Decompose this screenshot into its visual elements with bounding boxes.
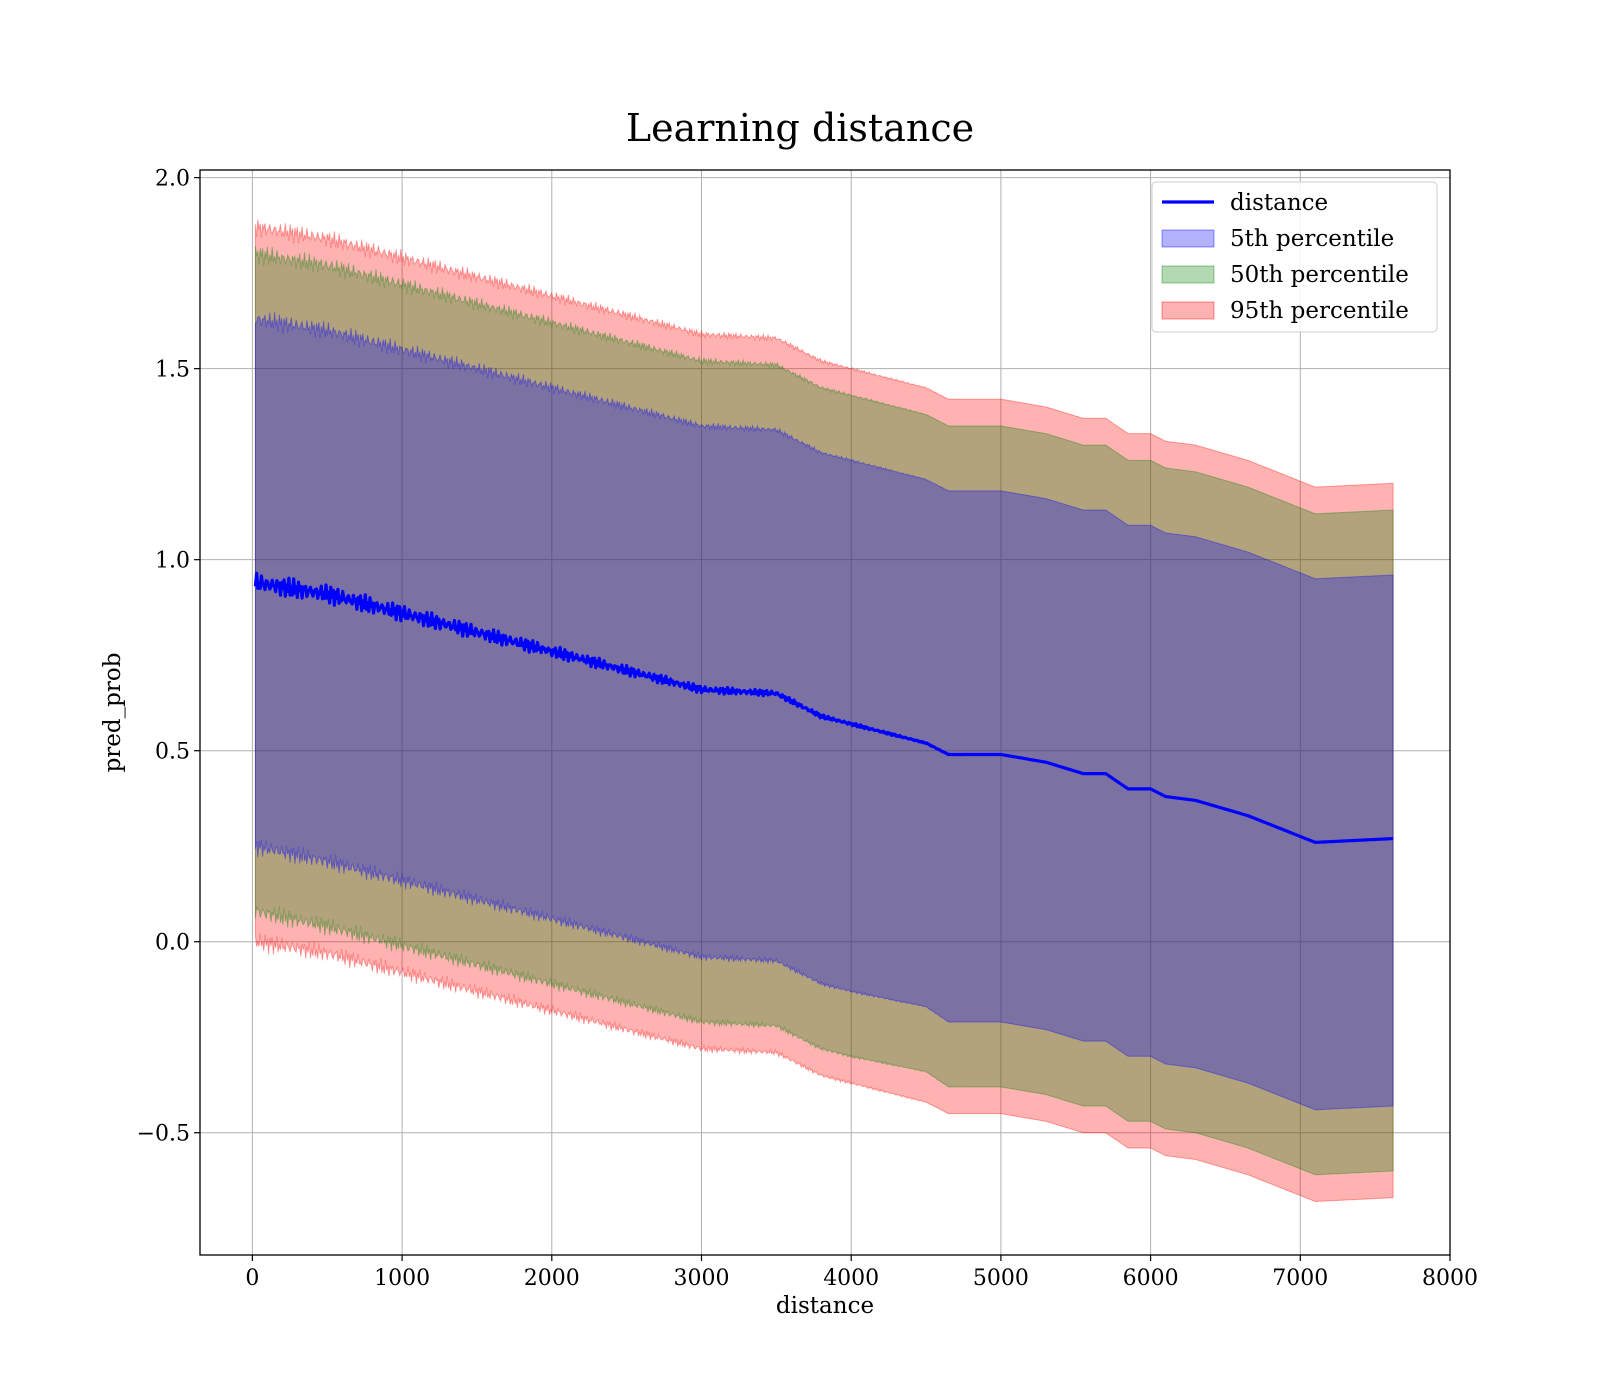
x-tick-label: 4000 — [823, 1266, 879, 1291]
y-axis-label: pred_prob — [100, 653, 126, 773]
x-tick-label: 6000 — [1123, 1266, 1179, 1291]
y-tick-label: 1.0 — [155, 549, 190, 574]
x-tick-label: 7000 — [1272, 1266, 1328, 1291]
plot-frame — [199, 169, 1451, 1256]
y-tick-label: 2.0 — [155, 167, 190, 192]
y-tick-label: 0.0 — [155, 931, 190, 956]
legend-label: distance — [1230, 190, 1328, 216]
y-tick-label: −0.5 — [137, 1122, 190, 1147]
y-tick-label: 0.5 — [155, 740, 190, 765]
x-tick-label: 8000 — [1422, 1266, 1478, 1291]
x-tick-label: 2000 — [524, 1266, 580, 1291]
x-axis-ticks: 0 1000 2000 3000 4000 5000 6000 7000 8000 — [245, 1255, 1478, 1291]
grid — [200, 170, 1451, 1255]
legend-label: 5th percentile — [1230, 226, 1394, 252]
x-tick-label: 1000 — [374, 1266, 430, 1291]
series-line-distance — [253, 571, 1394, 845]
x-tick-label: 3000 — [673, 1266, 729, 1291]
x-tick-label: 5000 — [973, 1266, 1029, 1291]
legend: distance 5th percentile 50th percentile 95t… — [1151, 181, 1438, 333]
legend-swatch-band — [1161, 301, 1215, 320]
x-tick-label: 0 — [245, 1266, 259, 1291]
legend-swatch-band — [1161, 265, 1215, 284]
band-50th-percentile — [254, 246, 1394, 1176]
band-95th-percentile — [254, 219, 1394, 1202]
y-tick-label: 1.5 — [155, 358, 190, 383]
band-5th-percentile — [254, 312, 1394, 1111]
y-axis-ticks: −0.5 0.0 0.5 1.0 1.5 2.0 — [137, 167, 200, 1147]
legend-label: 95th percentile — [1230, 298, 1409, 324]
legend-swatch-band — [1161, 229, 1215, 248]
chart-title: Learning distance — [626, 106, 974, 150]
distance-line-layer — [253, 571, 1394, 845]
x-axis-label: distance — [776, 1293, 874, 1319]
legend-box — [1151, 181, 1438, 333]
percentile-bands — [254, 219, 1394, 1202]
legend-label: 50th percentile — [1230, 262, 1409, 288]
